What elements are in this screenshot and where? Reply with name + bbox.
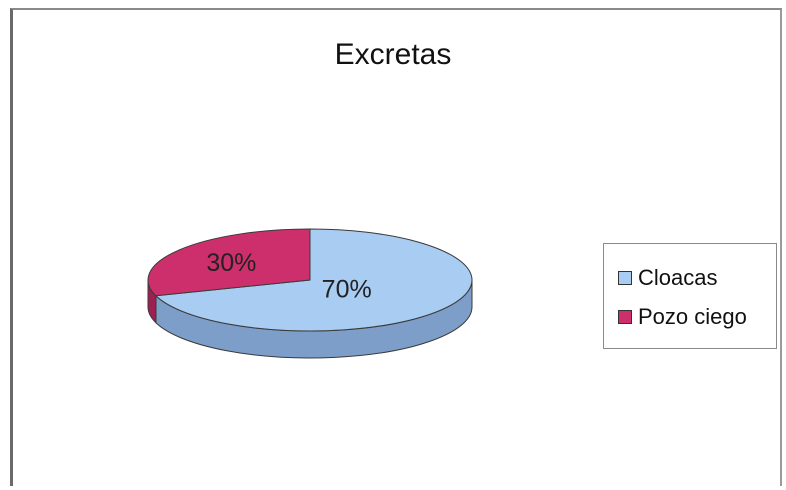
slice-cloacas <box>154 228 473 332</box>
legend-item-pozo-ciego: Pozo ciego <box>604 297 776 336</box>
legend-label-cloacas: Cloacas <box>638 264 718 290</box>
legend-swatch-cloacas <box>618 270 632 285</box>
slice-pozo-ciego <box>147 228 311 297</box>
chart-title: Excretas <box>334 38 452 71</box>
data-label-cloacas: 70% <box>322 275 372 303</box>
legend-item-cloacas: Cloacas <box>604 258 776 297</box>
legend-swatch-pozo-ciego <box>618 309 632 324</box>
data-label-pozo-ciego: 30% <box>206 249 256 277</box>
legend-label-pozo-ciego: Pozo ciego <box>638 303 747 329</box>
legend: Cloacas Pozo ciego <box>603 243 777 349</box>
